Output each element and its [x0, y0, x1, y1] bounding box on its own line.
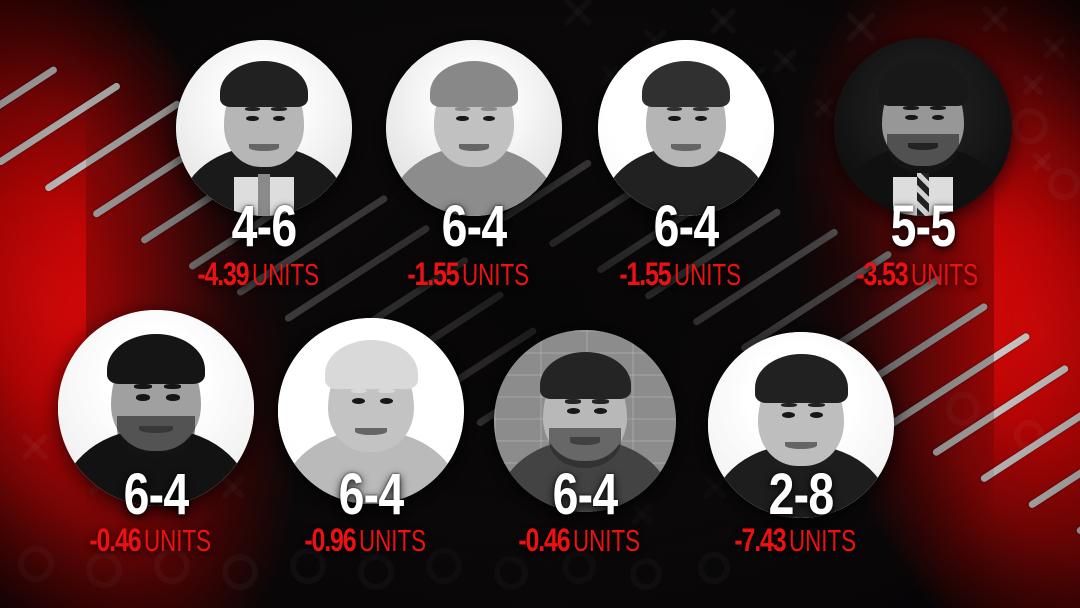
record-text: 4-6: [231, 194, 297, 259]
portrait-eyebrow-left: [780, 402, 798, 408]
units-label: UNITS: [788, 523, 856, 558]
portrait-eyebrow-left: [564, 399, 582, 404]
portrait-hair: [878, 59, 968, 106]
portrait-eyebrow-right: [592, 399, 609, 404]
portrait-eye-left: [246, 115, 259, 122]
entry-card[interactable]: 2-8 -7.43 UNITS: [708, 332, 894, 608]
units-label: UNITS: [572, 523, 640, 558]
units-line: -0.46 UNITS: [494, 524, 676, 556]
entry-card[interactable]: 6-4 -0.46 UNITS: [494, 330, 676, 608]
portrait-eye-right: [931, 114, 945, 121]
record-text: 6-4: [552, 462, 618, 527]
units-value: -3.53: [856, 256, 908, 292]
portrait-eyebrow-right: [163, 384, 182, 390]
units-line: -4.39 UNITS: [176, 258, 352, 290]
record-text: 6-4: [338, 462, 404, 527]
portrait-eye-right: [694, 115, 708, 122]
units-line: -1.55 UNITS: [386, 258, 562, 290]
portrait-eye-left: [782, 411, 796, 418]
portrait-eye-left: [905, 114, 918, 121]
units-line: -1.55 UNITS: [598, 258, 774, 290]
units-label: UNITS: [910, 257, 978, 292]
portrait-hair: [220, 61, 308, 107]
entry-card[interactable]: 4-6 -4.39 UNITS: [176, 40, 352, 436]
portrait-tie: [916, 173, 930, 216]
portrait-eyebrow-left: [244, 106, 261, 112]
portrait-eye-right: [272, 115, 286, 122]
portrait-eye-left: [136, 394, 151, 401]
portrait-eyebrow-right: [808, 402, 826, 408]
portrait-eyebrow-right: [693, 106, 709, 112]
units-value: -0.46: [518, 522, 570, 558]
units-value: -1.55: [619, 256, 671, 292]
portrait-mouth: [459, 143, 489, 151]
portrait-6: [278, 318, 464, 504]
units-label: UNITS: [358, 523, 426, 558]
portrait-eyebrow-right: [481, 106, 497, 112]
portrait-mouth: [671, 143, 701, 151]
entry-card[interactable]: 6-4 -1.55 UNITS: [386, 40, 562, 436]
portrait-3: [598, 40, 774, 216]
units-line: -7.43 UNITS: [708, 524, 894, 556]
portrait-eyebrow-left: [666, 106, 683, 112]
portrait-eyebrow-left: [350, 388, 368, 394]
portrait-5: [58, 310, 254, 506]
record-text: 6-4: [441, 194, 507, 259]
portrait-eye-right: [165, 394, 180, 401]
portrait-hair: [430, 61, 518, 107]
portrait-4: [834, 38, 1012, 216]
portrait-eye-left: [668, 115, 681, 122]
portrait-8: [708, 332, 894, 518]
portrait-hair: [642, 61, 730, 107]
portrait-hair: [324, 340, 418, 389]
portrait-eye-right: [482, 115, 496, 122]
entry-card[interactable]: 6-4 -0.96 UNITS: [278, 318, 464, 608]
portrait-eyebrow-right: [378, 388, 396, 394]
units-label: UNITS: [143, 523, 211, 558]
units-label: UNITS: [251, 257, 319, 292]
units-value: -0.46: [89, 522, 141, 558]
portrait-eyebrow-left: [454, 106, 471, 112]
units-line: -0.46 UNITS: [58, 524, 254, 556]
portrait-tie: [257, 173, 271, 216]
portrait-eye-right: [810, 411, 824, 418]
units-line: -3.53 UNITS: [834, 258, 1012, 290]
entry-card[interactable]: 6-4 -0.46 UNITS: [58, 310, 254, 608]
portrait-7: [494, 330, 676, 512]
units-value: -7.43: [734, 522, 786, 558]
portrait-mouth: [249, 143, 279, 151]
portrait-1: [176, 40, 352, 216]
units-label: UNITS: [673, 257, 741, 292]
portrait-hair: [539, 351, 631, 400]
record-text: 6-4: [653, 194, 719, 259]
record-text: 5-5: [890, 194, 956, 259]
portrait-eyebrow-left: [134, 384, 153, 390]
portrait-eyebrow-right: [271, 106, 287, 112]
record-text: 2-8: [768, 462, 834, 527]
portrait-eyebrow-left: [903, 105, 920, 110]
portrait-hair: [754, 354, 848, 403]
portrait-eye-left: [456, 115, 469, 122]
units-value: -1.55: [407, 256, 459, 292]
portrait-eye-right: [594, 408, 607, 415]
portrait-eye-right: [380, 397, 394, 404]
entry-card[interactable]: 6-4 -1.55 UNITS: [598, 40, 774, 436]
portrait-eyebrow-right: [930, 105, 947, 110]
entry-card[interactable]: 5-5 -3.53 UNITS: [834, 38, 1012, 436]
portrait-mouth: [785, 441, 817, 450]
portrait-eye-left: [352, 397, 366, 404]
record-text: 6-4: [123, 462, 189, 527]
portrait-2: [386, 40, 562, 216]
portrait-mouth: [355, 427, 387, 436]
units-value: -4.39: [197, 256, 249, 292]
portrait-eye-left: [566, 408, 580, 415]
units-line: -0.96 UNITS: [278, 524, 464, 556]
units-label: UNITS: [461, 257, 529, 292]
units-value: -0.96: [304, 522, 356, 558]
